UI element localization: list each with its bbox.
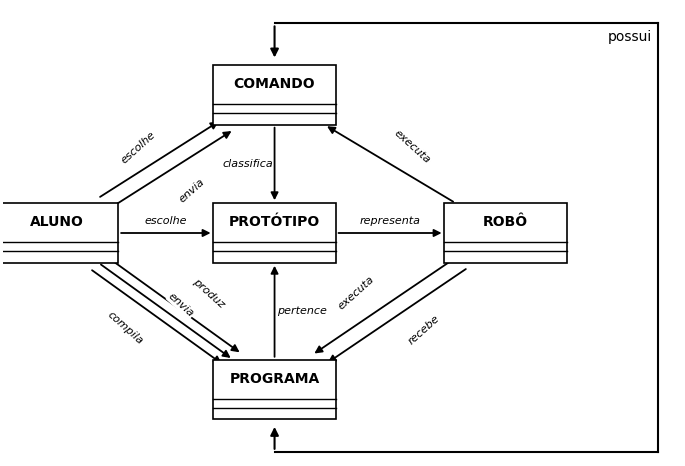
- Text: recebe: recebe: [406, 314, 441, 347]
- Text: ROBÔ: ROBÔ: [483, 215, 528, 229]
- Text: executa: executa: [336, 274, 377, 311]
- Text: COMANDO: COMANDO: [234, 77, 315, 91]
- Text: compila: compila: [105, 309, 145, 346]
- Text: produz: produz: [191, 276, 226, 310]
- Bar: [214, 65, 336, 125]
- Text: PROTÓTIPO: PROTÓTIPO: [229, 215, 320, 229]
- Text: envia: envia: [177, 177, 206, 205]
- Bar: [0, 203, 119, 263]
- Text: ALUNO: ALUNO: [30, 215, 84, 229]
- Bar: [445, 203, 566, 263]
- Bar: [214, 203, 336, 263]
- Text: escolhe: escolhe: [145, 217, 187, 226]
- Text: envia: envia: [166, 291, 196, 319]
- Text: possui: possui: [608, 30, 651, 44]
- Text: representa: representa: [360, 217, 421, 226]
- Text: PROGRAMA: PROGRAMA: [229, 372, 320, 386]
- Bar: [214, 360, 336, 419]
- Text: pertence: pertence: [277, 306, 327, 316]
- Text: executa: executa: [393, 128, 432, 165]
- Text: escolhe: escolhe: [119, 130, 158, 165]
- Text: classifica: classifica: [222, 159, 273, 169]
